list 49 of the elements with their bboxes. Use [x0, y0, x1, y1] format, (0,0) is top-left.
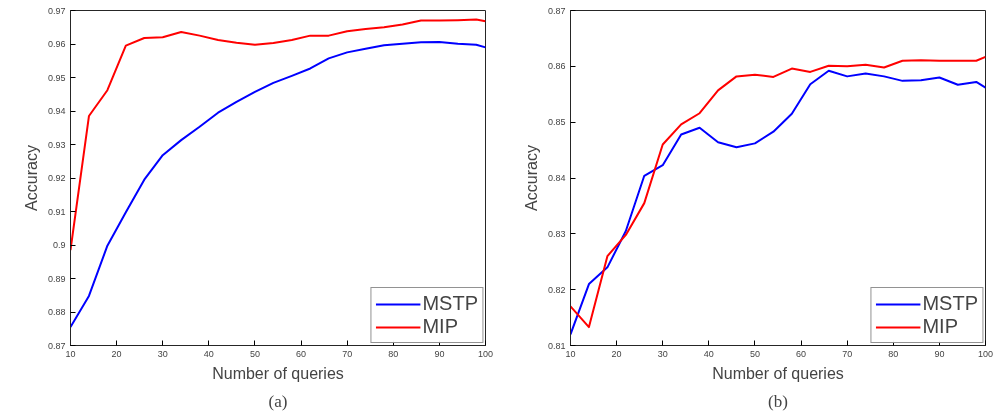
- x-tick-label: 70: [342, 348, 353, 359]
- x-tick-label: 90: [434, 348, 445, 359]
- y-tick-label: 0.93: [47, 139, 66, 150]
- x-tick-label: 80: [388, 348, 399, 359]
- x-tick-label: 30: [657, 348, 668, 359]
- text: (a): [268, 391, 288, 411]
- legend-label: MIP: [422, 315, 458, 338]
- y-tick-label: 0.87: [47, 340, 66, 351]
- y-axis-title: Accuracy: [22, 145, 40, 211]
- y-tick-label: 0.82: [547, 284, 566, 295]
- x-tick-label: 70: [842, 348, 853, 359]
- x-tick-label: 100: [477, 348, 494, 359]
- legend-label: MSTP: [922, 292, 978, 315]
- x-tick-label: 20: [611, 348, 622, 359]
- y-tick-label: 0.97: [47, 5, 66, 16]
- x-tick-label: 20: [111, 348, 122, 359]
- y-tick-label: 0.88: [47, 307, 66, 317]
- y-tick-label: 0.84: [547, 173, 566, 183]
- y-tick-label: 0.83: [547, 228, 566, 239]
- x-tick-label: 60: [796, 348, 807, 359]
- x-tick-label: 60: [296, 348, 307, 359]
- x-axis-title: Number of queries: [712, 364, 844, 382]
- y-axis-title: Accuracy: [522, 145, 540, 211]
- x-tick-label: 10: [65, 348, 76, 359]
- y-tick-label: 0.92: [47, 173, 66, 183]
- x-tick-label: 100: [977, 348, 994, 359]
- x-tick-label: 50: [749, 348, 760, 359]
- y-tick-label: 0.85: [547, 117, 566, 128]
- x-tick-label: 40: [203, 348, 214, 359]
- x-tick-label: 90: [934, 348, 945, 359]
- x-tick-label: 40: [703, 348, 714, 359]
- text: (b): [768, 391, 788, 411]
- y-tick-label: 0.87: [547, 5, 566, 16]
- y-tick-label: 0.96: [47, 39, 66, 49]
- y-tick-label: 0.89: [47, 273, 66, 284]
- y-tick-label: 0.86: [547, 61, 566, 72]
- y-tick-label: 0.94: [47, 106, 66, 116]
- legend-label: MSTP: [422, 292, 478, 315]
- x-tick-label: 30: [157, 348, 168, 359]
- y-tick-label: 0.9: [52, 240, 66, 250]
- x-tick-label: 50: [249, 348, 260, 359]
- x-axis-title: Number of queries: [212, 364, 344, 382]
- y-tick-label: 0.81: [547, 340, 566, 351]
- y-tick-label: 0.95: [47, 72, 66, 83]
- y-tick-label: 0.91: [47, 206, 66, 217]
- line-series: [70, 18, 486, 252]
- x-tick-label: 80: [888, 348, 899, 359]
- x-tick-label: 10: [565, 348, 576, 359]
- legend-label: MIP: [922, 315, 958, 338]
